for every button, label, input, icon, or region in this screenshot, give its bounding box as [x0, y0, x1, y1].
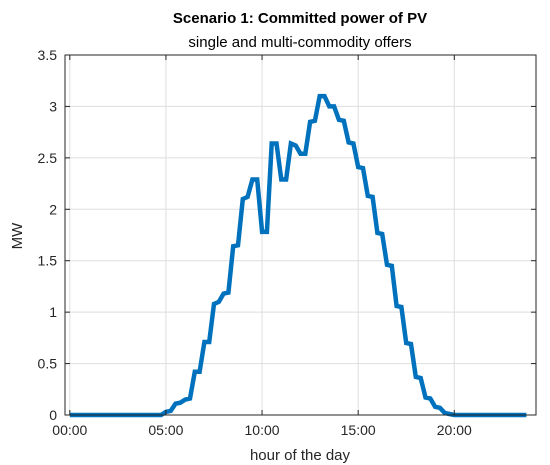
series-line-pv	[69, 93, 527, 418]
y-tick-label: 0	[49, 407, 57, 423]
y-tick-label: 1.5	[38, 253, 58, 269]
y-tick-label: 2.5	[38, 150, 58, 166]
x-tick-label: 15:00	[341, 422, 376, 438]
y-tick-label: 3	[49, 98, 57, 114]
grid-lines	[65, 54, 536, 416]
x-tick-labels: 00:00 05:00 10:00 15:00 20:00	[52, 422, 472, 438]
x-axis-label: hour of the day	[250, 447, 351, 464]
y-tick-label: 1	[49, 304, 57, 320]
y-tick-label: 3.5	[38, 47, 58, 63]
series-layer	[69, 93, 527, 418]
chart-subtitle: single and multi-commodity offers	[188, 34, 411, 51]
x-tick-label: 05:00	[148, 422, 183, 438]
y-axis-label: MW	[9, 222, 26, 249]
x-tick-label: 10:00	[245, 422, 280, 438]
y-tick-label: 2	[49, 201, 57, 217]
x-tick-label: 20:00	[437, 422, 472, 438]
x-tick-label: 00:00	[52, 422, 87, 438]
y-tick-label: 0.5	[38, 356, 58, 372]
chart-title: Scenario 1: Committed power of PV	[173, 10, 427, 27]
plot-area-border	[64, 54, 537, 416]
tick-marks	[65, 54, 536, 416]
y-tick-labels: 0 0.5 1 1.5 2 2.5 3 3.5	[38, 47, 58, 423]
